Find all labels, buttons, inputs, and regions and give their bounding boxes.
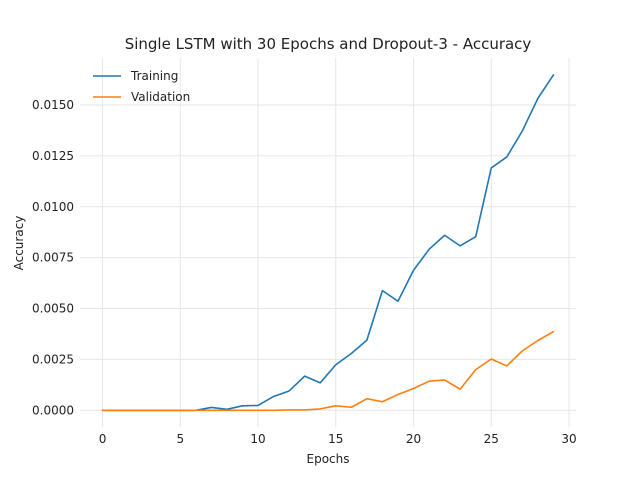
legend: Training Validation: [93, 69, 190, 104]
y-tick-label: 0.0100: [32, 200, 74, 214]
y-tick-label: 0.0075: [32, 251, 74, 265]
series-line-validation: [101, 330, 555, 412]
y-tick-label: 0.0025: [32, 352, 74, 366]
plot-area: [80, 58, 576, 427]
x-tick-label: 25: [484, 432, 499, 446]
x-tick-label: 10: [250, 432, 265, 446]
x-axis-label: Epochs: [307, 452, 350, 466]
x-tick-label: 15: [328, 432, 343, 446]
y-tick-label: 0.0150: [32, 98, 74, 112]
y-axis-label: Accuracy: [12, 216, 26, 271]
y-axis: 0.0000 0.0025 0.0050 0.0075 0.0100 0.0125 0.01…: [32, 98, 74, 417]
x-tick-label: 30: [561, 432, 576, 446]
legend-label: Validation: [131, 90, 190, 104]
series-layer: [101, 74, 555, 412]
y-tick-label: 0.0000: [32, 403, 74, 417]
legend-label: Training: [130, 69, 178, 83]
y-tick-label: 0.0125: [32, 149, 74, 163]
x-tick-label: 5: [176, 432, 184, 446]
x-axis: 0 5 10 15 20 25 30: [99, 432, 577, 446]
x-tick-label: 20: [406, 432, 421, 446]
y-tick-label: 0.0050: [32, 302, 74, 316]
x-tick-label: 0: [99, 432, 107, 446]
chart-title: Single LSTM with 30 Epochs and Dropout-3…: [125, 35, 532, 53]
